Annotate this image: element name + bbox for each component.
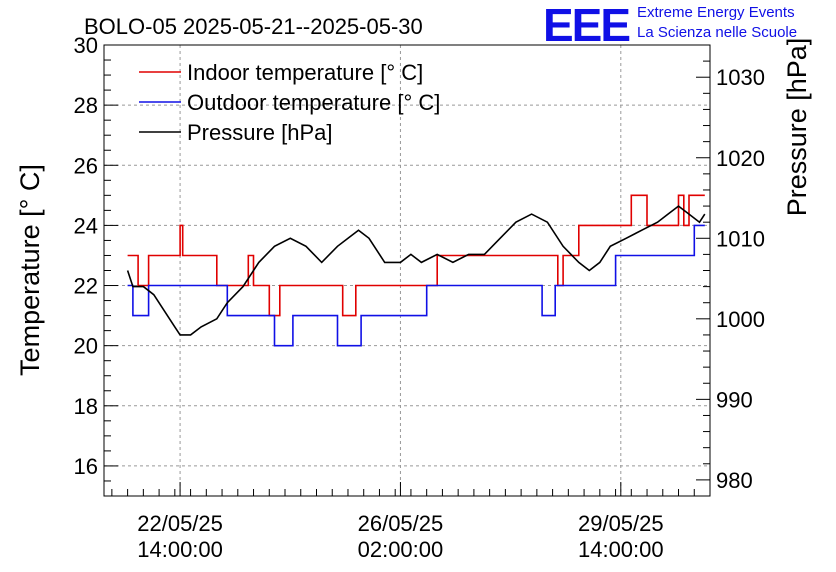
legend-label-0: Indoor temperature [° C] bbox=[187, 60, 423, 85]
y2-tick-label: 980 bbox=[716, 468, 753, 493]
y2-tick-label: 1020 bbox=[716, 146, 765, 171]
series-group bbox=[126, 194, 706, 347]
y-tick-label: 26 bbox=[74, 153, 98, 178]
y-tick-label: 20 bbox=[74, 334, 98, 359]
y-tick-label: 24 bbox=[74, 213, 98, 238]
org-subtitle: La Scienza nelle Scuole bbox=[637, 24, 798, 41]
y2-tick-label: 1030 bbox=[716, 65, 765, 90]
legend-label-1: Outdoor temperature [° C] bbox=[187, 90, 440, 115]
y2-axis-label: Pressure [hPa] bbox=[782, 38, 812, 217]
series-line-2 bbox=[126, 205, 706, 336]
y-tick-label: 30 bbox=[74, 33, 98, 58]
y-tick-label: 16 bbox=[74, 454, 98, 479]
y2-tick-label: 1000 bbox=[716, 307, 765, 332]
legend: Indoor temperature [° C] Outdoor temperat… bbox=[139, 60, 440, 145]
x-tick-label-time: 02:00:00 bbox=[358, 537, 444, 562]
series-line-1 bbox=[127, 224, 705, 347]
y-tick-label: 28 bbox=[74, 93, 98, 118]
left-axis: 16 18 20 22 24 26 28 30 bbox=[74, 33, 118, 497]
chart-title: BOLO-05 2025-05-21--2025-05-30 bbox=[84, 14, 423, 39]
y-tick-label: 18 bbox=[74, 394, 98, 419]
legend-label-2: Pressure [hPa] bbox=[187, 120, 333, 145]
x-tick-label-time: 14:00:00 bbox=[137, 537, 223, 562]
x-tick-label-date: 22/05/25 bbox=[137, 511, 223, 536]
x-tick-label-time: 14:00:00 bbox=[578, 537, 664, 562]
x-tick-label-date: 29/05/25 bbox=[578, 511, 664, 536]
x-axis: 22/05/2514:00:0026/05/2502:00:0029/05/25… bbox=[111, 482, 711, 562]
eee-logo: EEE bbox=[543, 0, 631, 51]
y2-tick-label: 1010 bbox=[716, 226, 765, 251]
right-axis: 980 990 1000 1010 1020 1030 bbox=[696, 44, 765, 497]
y2-tick-label: 990 bbox=[716, 387, 753, 412]
org-name: Extreme Energy Events bbox=[637, 4, 795, 21]
y-axis-label: Temperature [° C] bbox=[15, 164, 45, 376]
y-tick-label: 22 bbox=[74, 274, 98, 299]
x-tick-label-date: 26/05/25 bbox=[358, 511, 444, 536]
